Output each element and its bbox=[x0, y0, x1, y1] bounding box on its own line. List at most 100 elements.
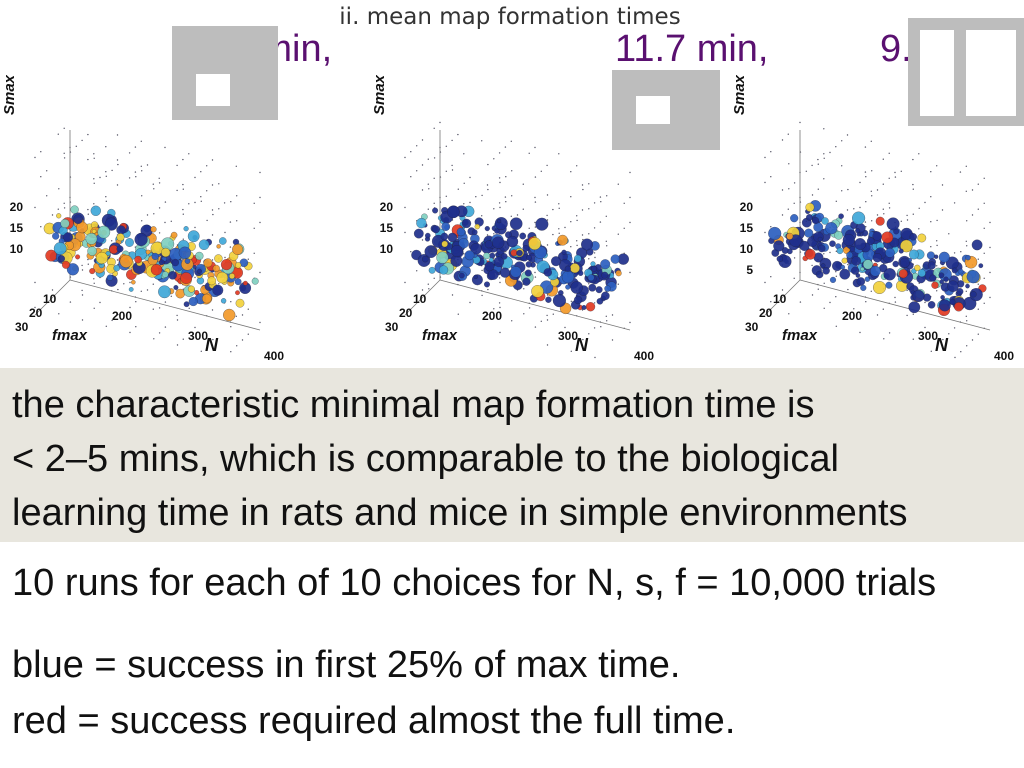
data-point bbox=[219, 237, 227, 245]
grid-dot bbox=[912, 183, 914, 186]
f-axis-label: fmax bbox=[782, 327, 818, 344]
grid-dot bbox=[540, 170, 542, 172]
data-point bbox=[577, 270, 584, 276]
grid-dot bbox=[34, 281, 36, 284]
grid-dot bbox=[141, 220, 143, 222]
data-point bbox=[484, 226, 490, 232]
grid-dot bbox=[433, 157, 436, 159]
grid-dot bbox=[116, 259, 119, 261]
grid-dot bbox=[823, 157, 825, 159]
data-point bbox=[197, 268, 202, 274]
data-point bbox=[886, 217, 900, 231]
grid-dot bbox=[588, 333, 590, 335]
legend-blue-text: blue = success in first 25% of max time. bbox=[12, 644, 681, 686]
grid-dot bbox=[235, 165, 237, 167]
grid-dot bbox=[87, 258, 89, 261]
grid-dot bbox=[428, 288, 430, 290]
grid-dot bbox=[427, 183, 429, 185]
grid-dot bbox=[558, 203, 560, 205]
data-point bbox=[243, 280, 248, 286]
grid-dot bbox=[486, 184, 489, 186]
data-point bbox=[461, 218, 472, 229]
grid-dot bbox=[129, 306, 131, 309]
grid-dot bbox=[605, 315, 607, 317]
environment-1-shape bbox=[172, 26, 278, 120]
grid-dot bbox=[57, 133, 59, 135]
grid-dot bbox=[770, 276, 772, 278]
data-point bbox=[815, 270, 824, 279]
grid-dot bbox=[588, 283, 590, 285]
data-point bbox=[927, 261, 936, 270]
n-tick-label: 200 bbox=[842, 309, 862, 323]
grid-dot bbox=[859, 331, 861, 334]
grid-dot bbox=[451, 164, 453, 167]
data-point bbox=[966, 270, 980, 284]
data-point bbox=[57, 255, 65, 263]
grid-dot bbox=[81, 139, 83, 142]
data-point bbox=[978, 263, 984, 269]
grid-dot bbox=[176, 314, 178, 317]
grid-dot bbox=[188, 153, 190, 155]
grid-dot bbox=[576, 240, 578, 242]
f-axis-label: fmax bbox=[422, 327, 458, 344]
data-point bbox=[881, 231, 894, 244]
grid-dot bbox=[534, 276, 537, 278]
n-tick-label: 400 bbox=[264, 349, 284, 363]
data-point bbox=[872, 253, 883, 263]
n-tick-label: 300 bbox=[558, 329, 578, 343]
grid-dot bbox=[58, 313, 60, 315]
grid-dot bbox=[211, 184, 214, 186]
grid-dot bbox=[93, 182, 95, 184]
grid-dot bbox=[617, 283, 619, 285]
grid-dot bbox=[912, 188, 914, 190]
data-point bbox=[425, 232, 431, 239]
grid-dot bbox=[433, 127, 435, 129]
grid-dot bbox=[977, 283, 979, 285]
grid-dot bbox=[404, 281, 406, 284]
grid-dot bbox=[894, 296, 896, 299]
data-point bbox=[95, 251, 108, 265]
grid-dot bbox=[182, 208, 184, 211]
grid-dot bbox=[487, 188, 489, 191]
data-point bbox=[441, 240, 448, 248]
grid-dot bbox=[764, 281, 766, 284]
data-point bbox=[223, 308, 236, 322]
grid-dot bbox=[888, 152, 890, 154]
grid-dot bbox=[87, 263, 90, 265]
data-point bbox=[590, 261, 596, 267]
data-point bbox=[954, 302, 964, 312]
grid-dot bbox=[427, 208, 429, 210]
data-point bbox=[957, 268, 964, 275]
grid-dot bbox=[588, 208, 590, 210]
data-point bbox=[220, 298, 227, 304]
grid-dot bbox=[965, 165, 967, 167]
grid-dot bbox=[977, 258, 979, 260]
grid-dot bbox=[593, 202, 596, 204]
data-point bbox=[106, 274, 114, 281]
data-point bbox=[768, 226, 782, 241]
data-point bbox=[885, 281, 893, 289]
grid-dot bbox=[954, 356, 956, 359]
grid-dot bbox=[606, 195, 608, 197]
grid-dot bbox=[888, 202, 890, 204]
grid-dot bbox=[599, 221, 602, 223]
grid-dot bbox=[505, 176, 507, 178]
grid-dot bbox=[876, 189, 879, 191]
grid-dot bbox=[451, 294, 454, 296]
data-point bbox=[116, 245, 124, 253]
grid-dot bbox=[534, 326, 537, 328]
callout-box: the characteristic minimal map formation… bbox=[0, 368, 1024, 542]
grid-dot bbox=[93, 178, 95, 180]
grid-dot bbox=[912, 213, 914, 215]
data-point bbox=[873, 281, 886, 294]
grid-dot bbox=[912, 158, 914, 161]
grid-dot bbox=[776, 295, 778, 297]
grid-dot bbox=[51, 289, 54, 291]
grid-dot bbox=[817, 163, 819, 165]
grid-dot bbox=[930, 196, 932, 198]
data-point bbox=[917, 269, 926, 278]
f-axis-line bbox=[34, 279, 71, 316]
grid-dot bbox=[835, 275, 837, 277]
data-point bbox=[214, 254, 223, 263]
